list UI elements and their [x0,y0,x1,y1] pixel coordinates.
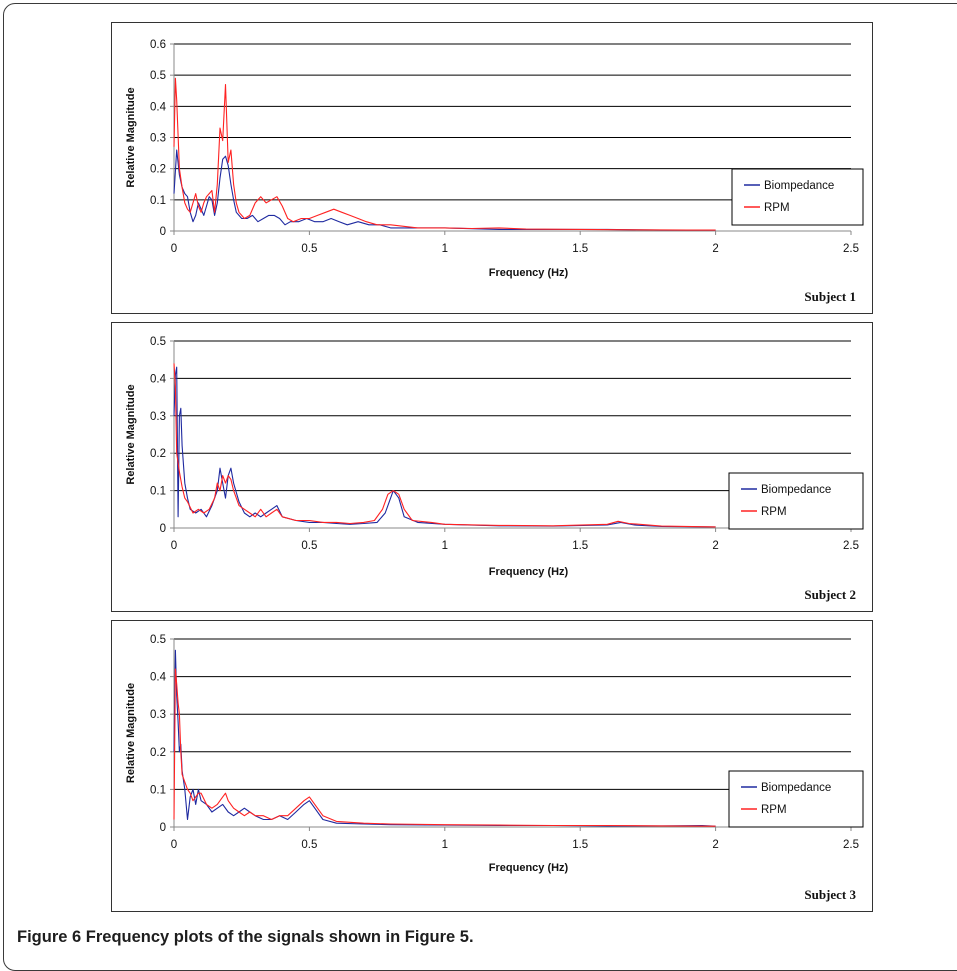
x-tick-label: 1 [442,839,448,851]
x-tick-label: 0.5 [301,243,317,255]
y-tick-label: 0 [160,523,166,535]
y-tick-label: 0 [160,822,166,834]
x-tick-label: 0.5 [301,540,317,552]
y-tick-label: 0 [160,226,166,238]
x-tick-label: 0.5 [301,839,317,851]
y-tick-label: 0.3 [150,133,166,145]
chart-panel-subject-2: 0 0.1 0.2 0.3 0.4 0.5 0 0.5 1 1.5 2 2.5 Frequency (H… [111,322,873,612]
x-tick-label: 1.5 [572,243,588,255]
chart-panel-subject-1: 0 0.1 0.2 0.3 0.4 0.5 0.6 0 0.5 1 1.5 2 2.5 Frequency… [111,22,873,314]
legend-label: RPM [761,804,787,816]
subject-label: Subject 3 [804,887,856,902]
x-axis-label: Frequency (Hz) [489,566,569,578]
legend-label: Biompedance [761,484,831,496]
chart-panel-subject-3: 0 0.1 0.2 0.3 0.4 0.5 0 0.5 1 1.5 2 2.5 Frequency (H… [111,620,873,912]
x-tick-label: 1.5 [572,839,588,851]
figure-caption: Figure 6 Frequency plots of the signals … [17,928,474,947]
x-axis-label: Frequency (Hz) [489,267,569,279]
x-tick-label: 1.5 [572,540,588,552]
figure-caption-text: Frequency plots of the signals shown in … [81,928,474,946]
y-axis-label: Relative Magnitude [125,87,137,187]
legend-box [728,472,864,530]
series-line-rpm [173,363,716,528]
legend-box [728,770,864,828]
legend-label: Biompedance [761,782,831,794]
x-tick-label: 2 [712,839,718,851]
series-line-rpm [173,668,716,827]
subject-label: Subject 2 [804,587,856,602]
legend-box [731,168,864,226]
y-tick-label: 0.1 [150,784,166,796]
legend-label: Biompedance [764,180,834,192]
y-tick-label: 0.1 [150,195,166,207]
x-tick-label: 0 [171,243,177,255]
y-axis-label: Relative Magnitude [125,683,137,783]
y-axis-label: Relative Magnitude [125,384,137,484]
y-tick-label: 0.3 [150,709,166,721]
x-axis-label: Frequency (Hz) [489,862,569,874]
chart-svg: 0 0.1 0.2 0.3 0.4 0.5 0.6 0 0.5 1 1.5 2 2.5 Frequency… [125,39,864,279]
y-tick-label: 0.4 [150,672,167,684]
x-tick-label: 2 [712,243,718,255]
y-tick-label: 0.1 [150,486,166,498]
x-tick-label: 2.5 [843,243,859,255]
y-tick-label: 0.2 [150,747,166,759]
legend-label: RPM [761,506,787,518]
series-line-rpm [173,77,716,231]
y-tick-label: 0.5 [150,70,166,82]
x-tick-label: 2.5 [843,839,859,851]
series-line-biompedance [173,649,716,827]
y-tick-label: 0.6 [150,39,166,51]
y-tick-label: 0.5 [150,336,166,348]
y-tick-label: 0.4 [150,373,167,385]
legend-label: RPM [764,202,790,214]
x-tick-label: 1 [442,243,448,255]
x-tick-label: 1 [442,540,448,552]
chart-svg: 0 0.1 0.2 0.3 0.4 0.5 0 0.5 1 1.5 2 2.5 Frequency (H… [125,336,864,578]
subject-label: Subject 1 [804,289,856,304]
y-tick-label: 0.2 [150,164,166,176]
y-tick-label: 0.2 [150,448,166,460]
x-tick-label: 0 [171,839,177,851]
y-tick-label: 0.4 [150,101,167,113]
chart-svg: 0 0.1 0.2 0.3 0.4 0.5 0 0.5 1 1.5 2 2.5 Frequency (H… [125,634,864,874]
figure-caption-label: Figure 6 [17,928,82,946]
y-tick-label: 0.3 [150,411,166,423]
series-line-biompedance [173,366,716,528]
x-tick-label: 2 [712,540,718,552]
y-tick-label: 0.5 [150,634,166,646]
x-tick-label: 0 [171,540,177,552]
series-line-biompedance [173,149,716,231]
x-tick-label: 2.5 [843,540,859,552]
